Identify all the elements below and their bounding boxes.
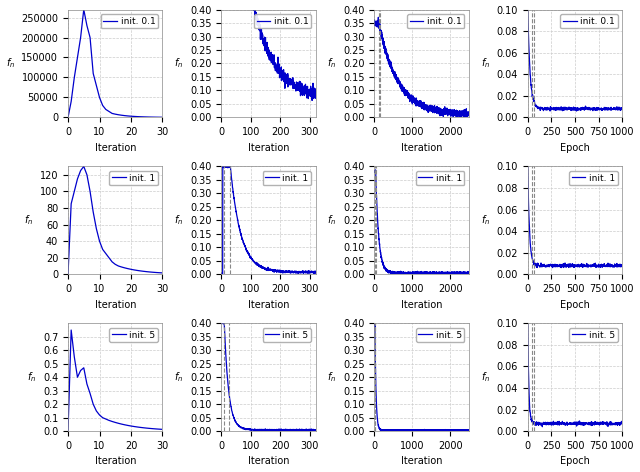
Legend: init. 0.1: init. 0.1 [100, 14, 158, 28]
Legend: init. 0.1: init. 0.1 [561, 14, 618, 28]
X-axis label: Iteration: Iteration [248, 300, 289, 310]
X-axis label: Iteration: Iteration [401, 300, 442, 310]
Y-axis label: $f_n$: $f_n$ [481, 213, 490, 227]
X-axis label: Iteration: Iteration [248, 143, 289, 153]
Legend: init. 5: init. 5 [569, 328, 618, 342]
X-axis label: Iteration: Iteration [401, 456, 442, 466]
Legend: init. 1: init. 1 [109, 171, 158, 185]
Y-axis label: $f_n$: $f_n$ [6, 57, 15, 70]
Y-axis label: $f_n$: $f_n$ [174, 213, 184, 227]
Y-axis label: $f_n$: $f_n$ [328, 57, 337, 70]
Y-axis label: $f_n$: $f_n$ [481, 371, 490, 384]
Y-axis label: $f_n$: $f_n$ [24, 213, 33, 227]
X-axis label: Iteration: Iteration [248, 456, 289, 466]
Legend: init. 5: init. 5 [416, 328, 465, 342]
Legend: init. 1: init. 1 [416, 171, 465, 185]
Y-axis label: $f_n$: $f_n$ [27, 371, 36, 384]
X-axis label: Iteration: Iteration [401, 143, 442, 153]
Legend: init. 5: init. 5 [109, 328, 158, 342]
Legend: init. 1: init. 1 [262, 171, 311, 185]
X-axis label: Epoch: Epoch [560, 143, 590, 153]
Legend: init. 5: init. 5 [262, 328, 311, 342]
X-axis label: Epoch: Epoch [560, 300, 590, 310]
Y-axis label: $f_n$: $f_n$ [328, 371, 337, 384]
Y-axis label: $f_n$: $f_n$ [481, 57, 490, 70]
X-axis label: Epoch: Epoch [560, 456, 590, 466]
Legend: init. 1: init. 1 [569, 171, 618, 185]
Legend: init. 0.1: init. 0.1 [407, 14, 465, 28]
Y-axis label: $f_n$: $f_n$ [328, 213, 337, 227]
X-axis label: Iteration: Iteration [95, 456, 136, 466]
X-axis label: Iteration: Iteration [95, 143, 136, 153]
Legend: init. 0.1: init. 0.1 [254, 14, 311, 28]
Y-axis label: $f_n$: $f_n$ [174, 371, 184, 384]
X-axis label: Iteration: Iteration [95, 300, 136, 310]
Y-axis label: $f_n$: $f_n$ [174, 57, 184, 70]
